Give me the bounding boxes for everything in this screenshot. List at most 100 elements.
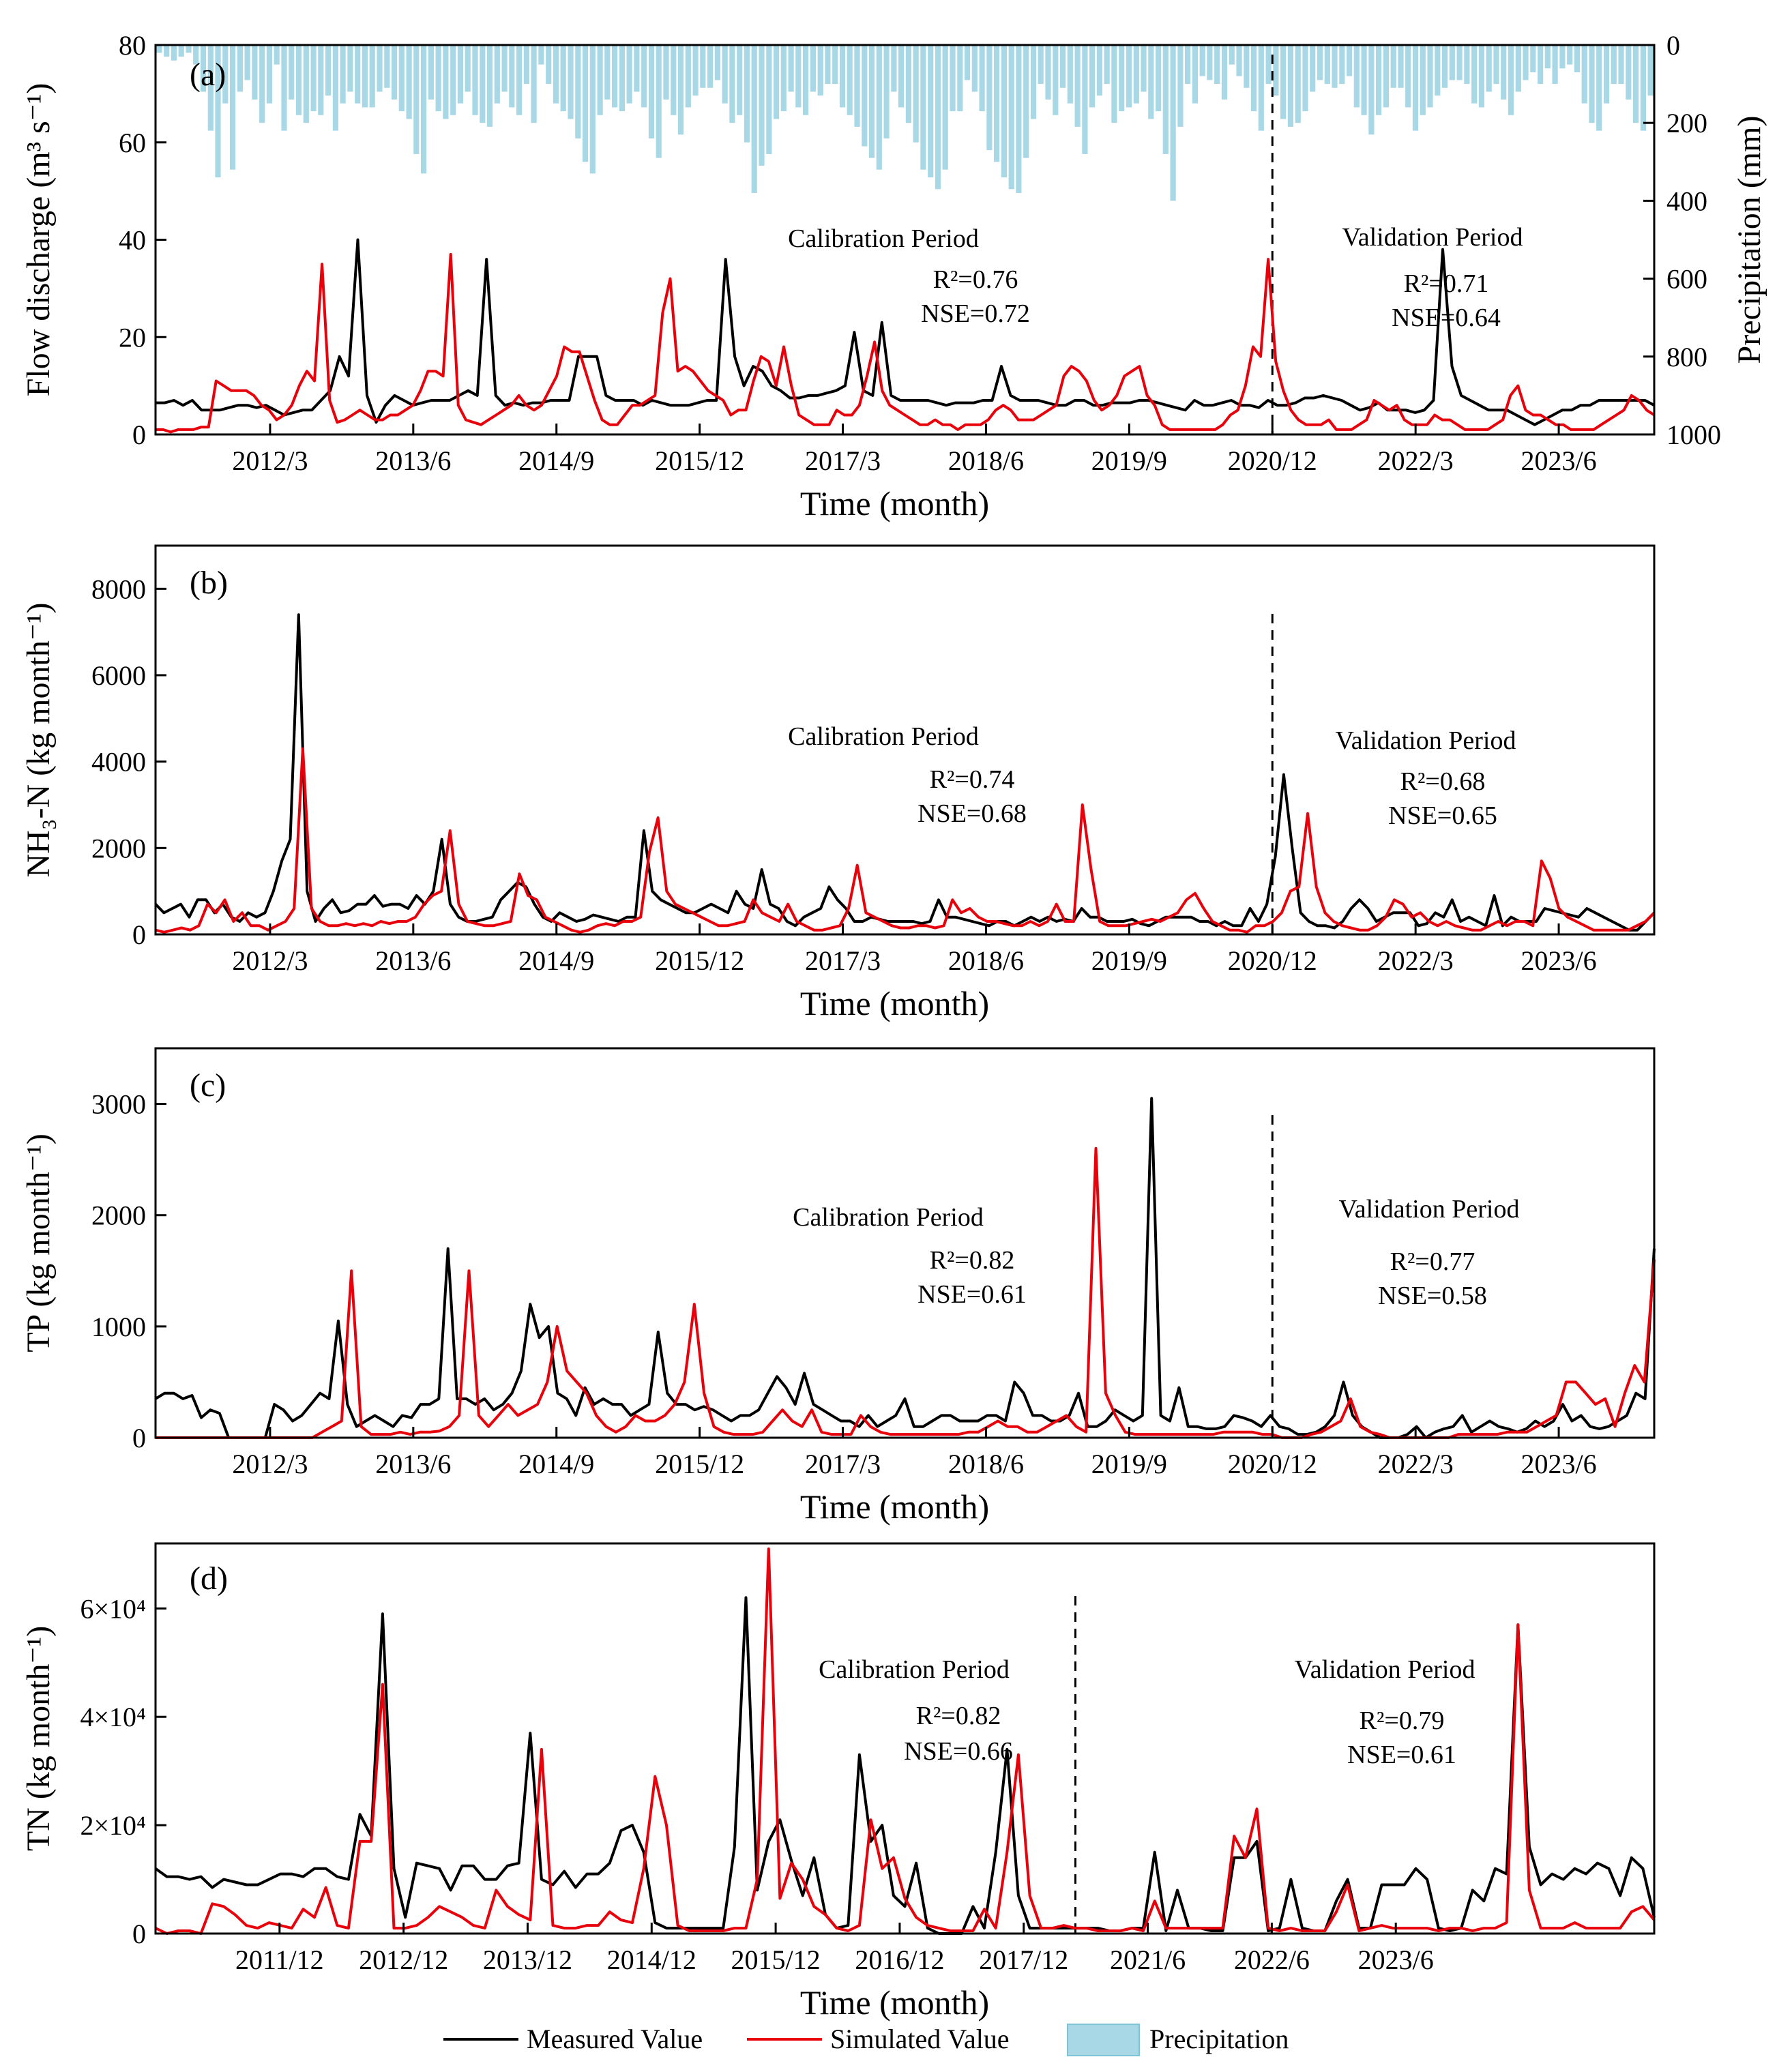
precipitation-bar xyxy=(1353,45,1360,108)
precipitation-bar xyxy=(1559,45,1566,69)
x-axis-title: Time (month) xyxy=(800,484,989,522)
precipitation-bar xyxy=(1221,45,1228,100)
precipitation-bar xyxy=(1544,45,1551,69)
precipitation-bar xyxy=(597,45,603,115)
y-axis-title: NH₃-N (kg month⁻¹) xyxy=(20,602,57,877)
precipitation-bar xyxy=(1478,45,1484,108)
precipitation-bar xyxy=(1435,45,1441,96)
x-tick-label: 2018/6 xyxy=(948,1449,1024,1479)
precipitation-bar xyxy=(1053,45,1059,115)
y-tick-label: 6×10⁴ xyxy=(80,1593,146,1624)
x-axis: 2011/12 2012/12 2013/12 2014/12 2015/12 2016/… xyxy=(235,1923,1434,2022)
precipitation-bar xyxy=(1104,45,1110,85)
precipitation-bar xyxy=(1523,45,1529,80)
y-tick-label: 40 xyxy=(119,225,146,256)
precipitation-bar xyxy=(1567,45,1573,65)
precipitation-bar xyxy=(486,45,493,127)
precipitation-bar xyxy=(656,45,662,158)
precipitation-bar xyxy=(1192,45,1198,104)
precipitation-bar xyxy=(1162,45,1169,154)
y-tick-label: 20 xyxy=(119,322,146,353)
precipitation-bar xyxy=(398,45,405,112)
plot-frame xyxy=(154,1047,1656,1439)
x-tick-label: 2012/3 xyxy=(232,445,308,476)
calibration-r2: R²=0.82 xyxy=(930,1246,1015,1275)
y-tick-label: 2×10⁴ xyxy=(80,1810,146,1841)
measured-series-line xyxy=(156,238,1655,426)
y-tick-label: 1000 xyxy=(91,1312,146,1342)
precipitation-bar xyxy=(362,45,368,108)
precipitation-bar xyxy=(1611,45,1617,85)
precipitation-bar xyxy=(450,45,456,115)
calibration-nse: NSE=0.68 xyxy=(917,799,1027,828)
panel-label: (d) xyxy=(190,1560,228,1597)
precipitation-bar xyxy=(729,45,735,123)
precipitation-bar xyxy=(795,45,802,108)
precipitation-bar xyxy=(1361,45,1367,115)
x-axis-title: Time (month) xyxy=(800,984,989,1022)
validation-period-label: Validation Period xyxy=(1342,223,1523,252)
y2-axis-title: Precipitation (mm) xyxy=(1731,116,1767,364)
precipitation-bar xyxy=(428,45,434,100)
x-tick-label: 2012/3 xyxy=(232,1449,308,1479)
precipitation-bar xyxy=(1398,45,1404,88)
precipitation-bar xyxy=(457,45,463,104)
y-axis: 0 1000 2000 3000 xyxy=(91,1089,166,1453)
precipitation-bar xyxy=(780,45,787,112)
precipitation-bar xyxy=(1501,45,1507,100)
x-tick-label: 2013/6 xyxy=(375,445,451,476)
y2-tick-label: 1000 xyxy=(1666,419,1721,450)
x-tick-label: 2013/6 xyxy=(375,945,451,976)
precipitation-bar xyxy=(1596,45,1602,131)
precipitation-bar xyxy=(1082,45,1088,154)
x-tick-label: 2022/6 xyxy=(1234,1944,1310,1975)
precipitation-bar xyxy=(384,45,390,88)
y-tick-label: 80 xyxy=(119,30,146,61)
precipitation-bar xyxy=(920,45,926,170)
precipitation-bar xyxy=(310,45,317,112)
x-axis: 2012/3 2013/6 2014/9 2015/12 2017/3 2018/6 201… xyxy=(232,923,1597,1022)
precipitation-bar xyxy=(1214,45,1220,85)
precipitation-bar xyxy=(817,45,823,96)
precipitation-bar xyxy=(1310,45,1316,92)
precipitation-bar xyxy=(295,45,302,115)
precipitation-bar xyxy=(1626,45,1632,100)
precipitation-bar xyxy=(847,45,853,115)
precipitation-bar xyxy=(421,45,427,174)
x-tick-label: 2023/6 xyxy=(1521,445,1597,476)
validation-nse: NSE=0.64 xyxy=(1392,304,1501,332)
calibration-r2: R²=0.74 xyxy=(930,765,1015,794)
precipitation-bar xyxy=(1229,45,1235,65)
precipitation-bar xyxy=(1640,45,1646,131)
precipitation-bar xyxy=(377,45,383,92)
precipitation-bar xyxy=(1508,45,1514,115)
precipitation-bar xyxy=(883,45,890,138)
validation-nse: NSE=0.65 xyxy=(1388,801,1497,830)
precipitation-bar xyxy=(538,45,544,65)
y-axis: 0 2000 4000 6000 8000 xyxy=(91,574,166,950)
precipitation-bars xyxy=(156,45,1654,201)
precipitation-bar xyxy=(979,45,985,112)
precipitation-bar xyxy=(648,45,655,138)
y-tick-label: 4000 xyxy=(91,747,146,778)
x-tick-label: 2014/12 xyxy=(607,1944,696,1975)
x-axis-title: Time (month) xyxy=(800,1488,989,1526)
precipitation-bar xyxy=(707,45,714,88)
precipitation-bar xyxy=(868,45,875,158)
precipitation-bar xyxy=(700,45,706,88)
precipitation-bar xyxy=(663,45,669,100)
precipitation-bar xyxy=(744,45,750,143)
y2-tick-label: 200 xyxy=(1666,108,1707,138)
x-tick-label: 2022/3 xyxy=(1378,445,1454,476)
y-tick-label: 0 xyxy=(132,419,146,450)
precipitation-bar xyxy=(1008,45,1014,190)
precipitation-bar xyxy=(810,45,816,92)
x-tick-label: 2013/12 xyxy=(483,1944,572,1975)
plot-frame xyxy=(154,544,1656,936)
precipitation-bar xyxy=(612,45,618,108)
precipitation-bar xyxy=(1023,45,1029,158)
plot-frame xyxy=(154,1542,1656,1935)
precipitation-bar xyxy=(759,45,765,166)
calibration-period-label: Calibration Period xyxy=(788,722,979,751)
